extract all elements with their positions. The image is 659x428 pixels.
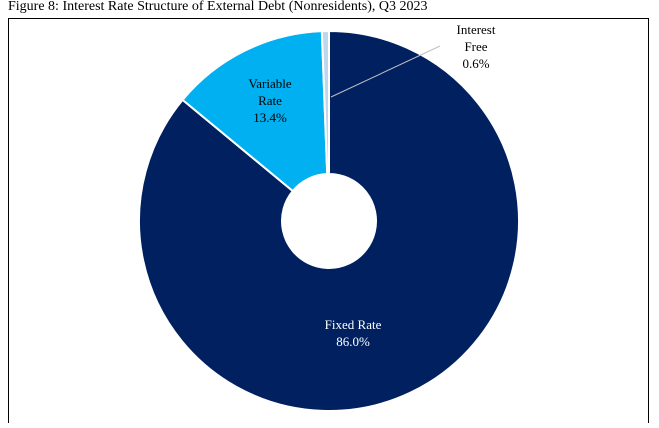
chart-title: Figure 8: Interest Rate Structure of Ext… [8,0,428,14]
slice-value-label: 86.0% [336,334,370,349]
label-line: Rate [258,93,282,108]
slice [138,29,520,412]
slice [320,29,330,176]
frame [8,18,649,428]
label-line: Free [464,39,487,54]
slice-value-label: 13.4% [253,110,287,125]
leader-line [330,45,441,98]
label-line: Variable [248,76,292,91]
slice-label: Variable Rate [248,76,292,108]
label-line: Fixed Rate [325,317,382,332]
label-line: Interest [457,22,496,37]
slice [181,30,329,193]
slice-label: Interest Free [457,22,496,54]
slice-label: Fixed Rate [325,317,382,332]
slice-value-label: 0.6% [462,56,489,71]
